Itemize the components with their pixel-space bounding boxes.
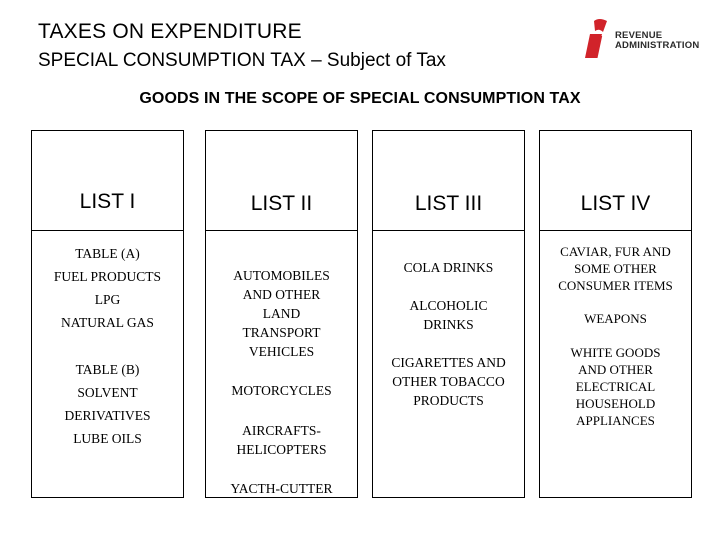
list-ii-heading: LIST II (206, 131, 357, 231)
list-item-line: AND OTHER (242, 287, 321, 302)
list-item-line: CIGARETTES AND (391, 355, 506, 370)
list-item-line: AIRCRAFTS- (242, 423, 321, 438)
list-item-line: WEAPONS (584, 311, 647, 326)
list-iii-column: LIST III COLA DRINKS ALCOHOLIC DRINKS CI… (372, 130, 525, 498)
list-ii-column: LIST II AUTOMOBILES AND OTHER LAND TRANS… (205, 130, 358, 498)
list-item-line: CAVIAR, FUR AND (560, 244, 671, 259)
revenue-administration-logo: REVENUE ADMINISTRATION (585, 18, 710, 60)
list-item-line: NATURAL GAS (61, 315, 154, 330)
list-item-line: ELECTRICAL (575, 379, 656, 394)
list-item-line: CONSUMER ITEMS (558, 278, 673, 293)
list-item-line: SOLVENT (77, 385, 138, 400)
list-item-line: PRODUCTS (413, 393, 484, 408)
list-item: AIRCRAFTS- HELICOPTERS (206, 421, 357, 459)
list-item: MOTORCYCLES (206, 381, 357, 400)
list-i-heading: LIST I (32, 131, 183, 231)
list-item-line: APPLIANCES (576, 413, 655, 428)
list-item: CIGARETTES AND OTHER TOBACCO PRODUCTS (373, 353, 524, 410)
logo-mark-icon (585, 19, 607, 58)
list-item-line: AUTOMOBILES (233, 268, 330, 283)
list-item-line: LAND (262, 306, 301, 321)
logo-line-1: REVENUE (615, 30, 663, 41)
list-item-line: MOTORCYCLES (231, 383, 332, 398)
list-iv-heading: LIST IV (540, 131, 691, 231)
list-item-line: HOUSEHOLD (575, 396, 656, 411)
logo-text: REVENUE ADMINISTRATION (615, 31, 699, 51)
list-item: CAVIAR, FUR AND SOME OTHER CONSUMER ITEM… (540, 243, 691, 294)
list-item-line: HELICOPTERS (236, 442, 327, 457)
list-item-line: LUBE OILS (73, 431, 142, 446)
list-item: TABLE (A) FUEL PRODUCTS LPG NATURAL GAS (32, 242, 183, 334)
list-item-line: DERIVATIVES (64, 408, 151, 423)
list-item-line: VEHICLES (248, 344, 315, 359)
list-item: WHITE GOODS AND OTHER ELECTRICAL HOUSEHO… (540, 344, 691, 429)
list-item: AUTOMOBILES AND OTHER LAND TRANSPORT VEH… (206, 266, 357, 361)
list-item-line: ALCOHOLIC (409, 298, 488, 313)
list-item-line: WHITE GOODS (570, 345, 661, 360)
list-item-line: TABLE (B) (75, 362, 140, 377)
list-item: TABLE (B) SOLVENT DERIVATIVES LUBE OILS (32, 358, 183, 450)
list-item-line: SOME OTHER (574, 261, 657, 276)
list-item-line: TRANSPORT (242, 325, 321, 340)
logo-line-2: ADMINISTRATION (615, 40, 700, 51)
list-item: ALCOHOLIC DRINKS (373, 296, 524, 334)
list-i-column: LIST I TABLE (A) FUEL PRODUCTS LPG NATUR… (31, 130, 184, 498)
list-item-line: OTHER TOBACCO (392, 374, 505, 389)
list-item-line: TABLE (A) (75, 246, 140, 261)
list-item-line: DRINKS (423, 317, 474, 332)
list-item: YACTH-CUTTER (206, 479, 357, 498)
page-subtitle: SPECIAL CONSUMPTION TAX – Subject of Tax (38, 50, 446, 71)
list-iii-heading: LIST III (373, 131, 524, 231)
list-item-line: COLA DRINKS (403, 260, 494, 275)
list-iv-column: LIST IV CAVIAR, FUR AND SOME OTHER CONSU… (539, 130, 692, 498)
list-item: COLA DRINKS (373, 258, 524, 277)
list-item-line: YACTH-CUTTER (230, 481, 333, 496)
page-title: TAXES ON EXPENDITURE (38, 20, 302, 43)
list-item-line: AND OTHER (578, 362, 653, 377)
scope-heading: GOODS IN THE SCOPE OF SPECIAL CONSUMPTIO… (139, 90, 581, 107)
list-item-line: LPG (94, 292, 121, 307)
list-item-line: FUEL PRODUCTS (53, 269, 162, 284)
list-item: WEAPONS (540, 310, 691, 327)
